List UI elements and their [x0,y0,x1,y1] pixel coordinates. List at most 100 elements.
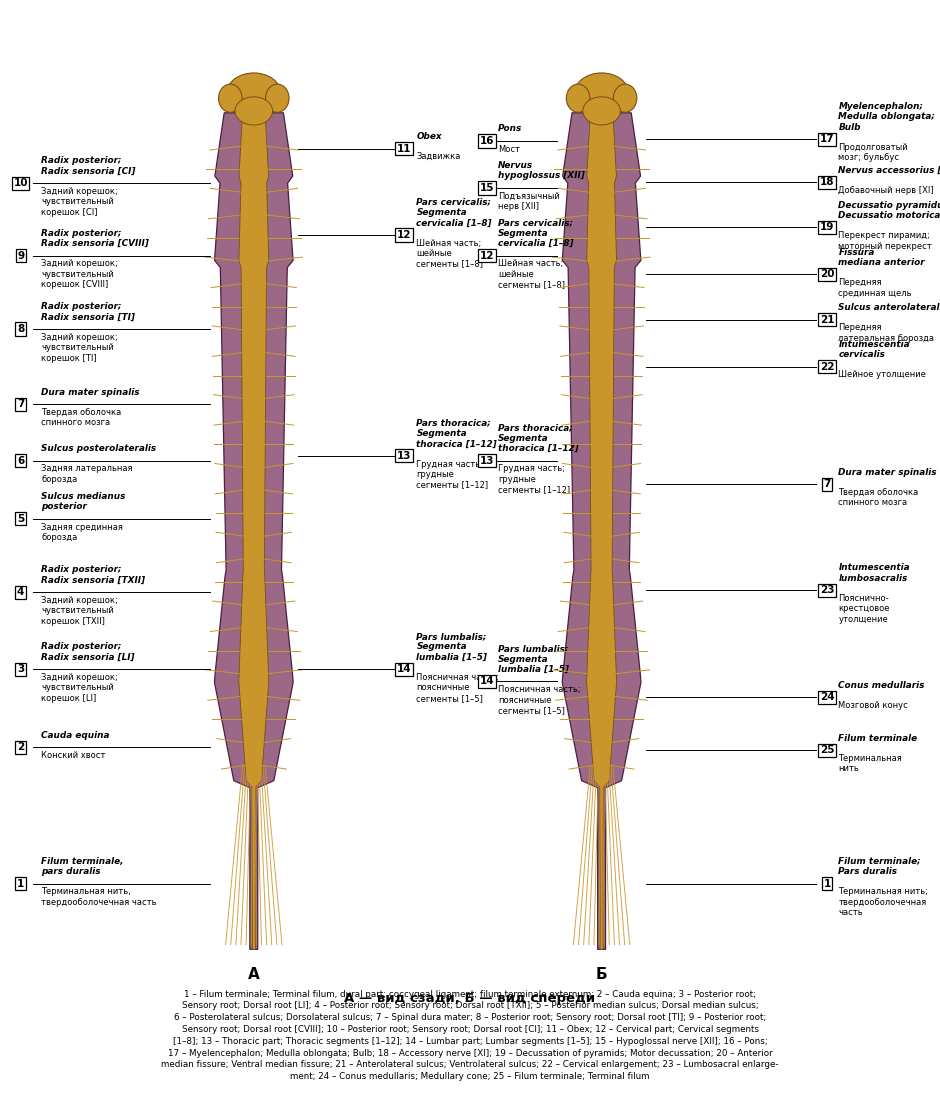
Text: Поясничная часть;
поясничные
сегменты [1–5]: Поясничная часть; поясничные сегменты [1… [498,685,581,715]
Text: Radix posterior;
Radix sensoria [TXII]: Radix posterior; Radix sensoria [TXII] [41,565,146,584]
Text: Спинной мозг, оболочки вскрыты: Спинной мозг, оболочки вскрыты [226,11,714,36]
Text: 14: 14 [397,665,412,675]
Text: Мозговой конус: Мозговой конус [838,702,908,711]
Text: 13: 13 [479,455,494,466]
Text: Задняя срединная
борозда: Задняя срединная борозда [41,523,123,542]
Text: Добавочный нерв [XI]: Добавочный нерв [XI] [838,186,934,195]
Text: 2: 2 [17,742,24,752]
Text: 15: 15 [479,184,494,192]
Text: Твердая оболочка
спинного мозга: Твердая оболочка спинного мозга [838,488,918,507]
Text: Шейная часть;
шейные
сегменты [1–8]: Шейная часть; шейные сегменты [1–8] [498,260,565,289]
Text: Твердая оболочка
спинного мозга: Твердая оболочка спинного мозга [41,408,121,427]
Text: Radix posterior;
Radix sensoria [CI]: Radix posterior; Radix sensoria [CI] [41,157,135,176]
Ellipse shape [574,73,629,114]
Text: Radix posterior;
Radix sensoria [CVIII]: Radix posterior; Radix sensoria [CVIII] [41,228,149,248]
Text: 14: 14 [479,677,494,686]
Text: 1 – Filum terminale; Terminal filum, dural part; coccygeal ligament; filum termi: 1 – Filum terminale; Terminal filum, dur… [162,989,778,1081]
Text: Radix posterior;
Radix sensoria [TI]: Radix posterior; Radix sensoria [TI] [41,302,135,321]
Text: Filum terminale,
pars duralis: Filum terminale, pars duralis [41,857,124,876]
Text: Nervus
hypoglossus [XII]: Nervus hypoglossus [XII] [498,161,585,180]
Text: 20: 20 [820,270,835,280]
Text: 3: 3 [17,665,24,675]
Ellipse shape [566,84,590,112]
Text: А — вид сзади, Б — вид спереди: А — вид сзади, Б — вид спереди [344,991,596,1005]
Text: Sulcus medianus
posterior: Sulcus medianus posterior [41,492,126,511]
Text: Obex: Obex [416,132,442,141]
Polygon shape [239,113,269,949]
Text: А: А [248,967,259,982]
Text: Pons: Pons [498,124,523,133]
Ellipse shape [218,84,243,112]
Text: 11: 11 [397,143,412,153]
Text: Задний корешок;
чувствительный
корешок [LI]: Задний корешок; чувствительный корешок [… [41,673,118,703]
Text: 7: 7 [823,479,831,489]
Text: Задний корешок;
чувствительный
корешок [CI]: Задний корешок; чувствительный корешок [… [41,187,118,217]
Text: 9: 9 [17,251,24,261]
Text: Перекрест пирамид;
моторный перекрест: Перекрест пирамид; моторный перекрест [838,232,932,251]
Ellipse shape [266,84,290,112]
Text: Radix posterior;
Radix sensoria [LI]: Radix posterior; Radix sensoria [LI] [41,642,134,661]
Text: Терминальная нить,
твердооболочечная часть: Терминальная нить, твердооболочечная час… [41,887,157,906]
Text: Терминальная
нить: Терминальная нить [838,754,902,773]
Text: 23: 23 [820,585,835,595]
Text: Pars cervicalis;
Segmenta
cervicalia [1–8]: Pars cervicalis; Segmenta cervicalia [1–… [498,218,573,248]
Text: Передняя
латеральная борозда: Передняя латеральная борозда [838,323,934,342]
Text: 13: 13 [397,451,412,461]
Polygon shape [587,113,617,949]
Text: 16: 16 [479,137,494,145]
Text: 24: 24 [820,693,835,703]
Text: Intumescentia
cervicalis: Intumescentia cervicalis [838,340,910,359]
Text: Конский хвост: Конский хвост [41,751,105,760]
Text: Dura mater spinalis: Dura mater spinalis [41,387,140,396]
Text: Поясничная часть;
поясничные
сегменты [1–5]: Поясничная часть; поясничные сегменты [1… [416,673,499,703]
Polygon shape [562,113,641,949]
Ellipse shape [227,73,281,114]
Text: 12: 12 [479,251,494,261]
Text: 5: 5 [17,514,24,524]
Ellipse shape [235,97,273,125]
Text: Б: Б [596,967,607,982]
Text: 7: 7 [17,399,24,410]
Text: Поясничнo-
крестцовое
утолщение: Поясничнo- крестцовое утолщение [838,594,890,624]
Ellipse shape [614,84,637,112]
Text: Sulcus posterolateralis: Sulcus posterolateralis [41,444,156,453]
Text: Продолговатый
мозг; бульбус: Продолговатый мозг; бульбус [838,143,908,162]
Text: Мост: Мост [498,144,520,153]
Text: Decussatio pyramidum;
Decussatio motorica: Decussatio pyramidum; Decussatio motoric… [838,200,940,220]
Text: Pars lumbalis;
Segmenta
lumbalia [1–5]: Pars lumbalis; Segmenta lumbalia [1–5] [416,632,487,661]
Text: Задний корешок;
чувствительный
корешок [CVIII]: Задний корешок; чувствительный корешок [… [41,260,118,289]
Text: Fissura
mediana anterior: Fissura mediana anterior [838,247,925,267]
Text: 18: 18 [820,177,835,187]
Text: 1: 1 [17,878,24,888]
Text: 10: 10 [13,178,28,188]
Text: Myelencephalon;
Medulla oblongata;
Bulb: Myelencephalon; Medulla oblongata; Bulb [838,102,935,132]
Text: Передняя
срединная щель: Передняя срединная щель [838,279,912,298]
Text: Pars cervicalis;
Segmenta
cervicalia [1–8]: Pars cervicalis; Segmenta cervicalia [1–… [416,198,492,227]
Text: Задний корешок;
чувствительный
корешок [TI]: Задний корешок; чувствительный корешок [… [41,332,118,363]
Text: Задвижка: Задвижка [416,152,461,161]
Text: Filum terminale: Filum terminale [838,734,917,743]
Text: Nervus accessorius [XI]: Nervus accessorius [XI] [838,166,940,175]
Text: Conus medullaris: Conus medullaris [838,681,925,690]
Text: Sulcus anterolateralis: Sulcus anterolateralis [838,303,940,312]
Text: Pars thoracica;
Segmenta
thoracica [1–12]: Pars thoracica; Segmenta thoracica [1–12… [498,423,579,453]
Text: 19: 19 [820,223,835,233]
Text: Шейное утолщение: Шейное утолщение [838,370,926,379]
Text: 6: 6 [17,455,24,466]
Text: 22: 22 [820,361,835,372]
Text: Задняя латеральная
борозда: Задняя латеральная борозда [41,464,133,483]
Polygon shape [214,113,293,949]
Text: Pars thoracica;
Segmenta
thoracica [1–12]: Pars thoracica; Segmenta thoracica [1–12… [416,419,497,449]
Text: Грудная часть;
грудные
сегменты [1–12]: Грудная часть; грудные сегменты [1–12] [416,460,489,489]
Ellipse shape [583,97,620,125]
Text: Pars lumbalis;
Segmenta
lumbalia [1–5]: Pars lumbalis; Segmenta lumbalia [1–5] [498,645,569,674]
Text: 8: 8 [17,325,24,333]
Text: Подъязычный
нерв [XII]: Подъязычный нерв [XII] [498,191,560,211]
Text: Грудная часть;
грудные
сегменты [1–12]: Грудная часть; грудные сегменты [1–12] [498,464,571,495]
Text: 17: 17 [820,134,835,144]
Text: 4: 4 [17,587,24,598]
Text: Intumescentia
lumbosacralis: Intumescentia lumbosacralis [838,563,910,583]
Text: Терминальная нить;
твердооболочечная
часть: Терминальная нить; твердооболочечная час… [838,887,929,918]
Text: Шейная часть;
шейные
сегменты [1–8]: Шейная часть; шейные сегменты [1–8] [416,238,483,269]
Text: Dura mater spinalis: Dura mater spinalis [838,468,937,477]
